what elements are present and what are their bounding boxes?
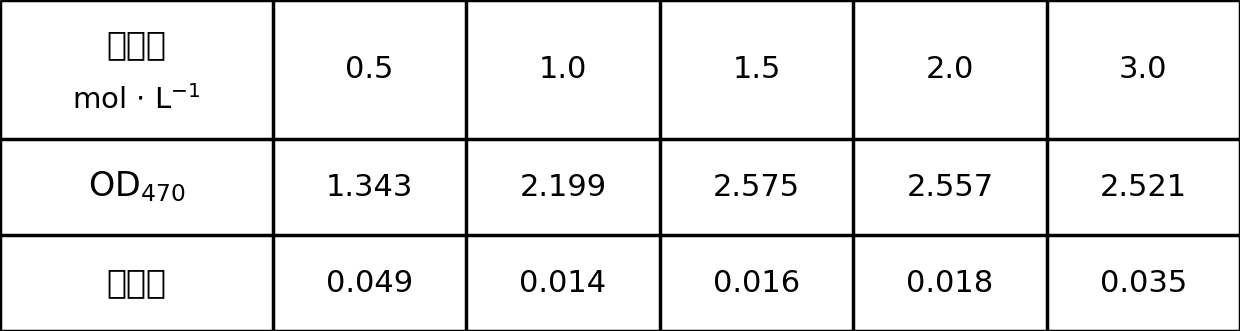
Text: 3.0: 3.0 bbox=[1118, 55, 1168, 84]
Text: 2.521: 2.521 bbox=[1100, 172, 1187, 202]
Text: 1.343: 1.343 bbox=[326, 172, 413, 202]
Text: 0.5: 0.5 bbox=[345, 55, 394, 84]
Text: 1.5: 1.5 bbox=[732, 55, 781, 84]
Text: 2.575: 2.575 bbox=[713, 172, 800, 202]
Text: 0.018: 0.018 bbox=[906, 268, 993, 298]
Text: 1.0: 1.0 bbox=[538, 55, 588, 84]
Text: 碱浓度: 碱浓度 bbox=[107, 28, 166, 61]
Text: 0.035: 0.035 bbox=[1100, 268, 1187, 298]
Text: 0.016: 0.016 bbox=[713, 268, 800, 298]
Text: 2.199: 2.199 bbox=[520, 172, 606, 202]
Text: 2.557: 2.557 bbox=[906, 172, 993, 202]
Text: 2.0: 2.0 bbox=[925, 55, 975, 84]
Text: OD$_{470}$: OD$_{470}$ bbox=[88, 170, 185, 204]
Text: mol $\cdot$ L$^{-1}$: mol $\cdot$ L$^{-1}$ bbox=[72, 85, 201, 115]
Text: 0.014: 0.014 bbox=[520, 268, 606, 298]
Text: 稳定性: 稳定性 bbox=[107, 266, 166, 300]
Text: 0.049: 0.049 bbox=[326, 268, 413, 298]
